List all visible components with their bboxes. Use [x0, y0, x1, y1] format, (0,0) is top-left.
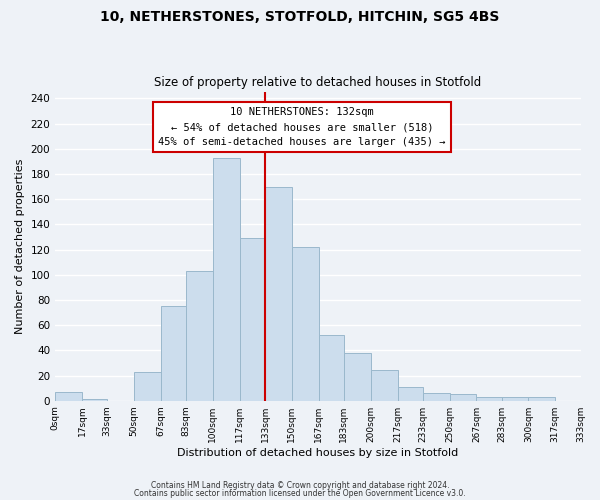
Bar — [344, 353, 371, 401]
Bar — [423, 393, 449, 400]
Bar — [449, 394, 476, 400]
Bar — [55, 392, 82, 400]
Bar — [371, 370, 398, 400]
Bar — [529, 397, 555, 400]
X-axis label: Distribution of detached houses by size in Stotfold: Distribution of detached houses by size … — [177, 448, 458, 458]
Bar — [213, 158, 240, 400]
Text: 10 NETHERSTONES: 132sqm
← 54% of detached houses are smaller (518)
45% of semi-d: 10 NETHERSTONES: 132sqm ← 54% of detache… — [158, 108, 446, 147]
Title: Size of property relative to detached houses in Stotfold: Size of property relative to detached ho… — [154, 76, 481, 90]
Text: 10, NETHERSTONES, STOTFOLD, HITCHIN, SG5 4BS: 10, NETHERSTONES, STOTFOLD, HITCHIN, SG5… — [100, 10, 500, 24]
Bar — [134, 372, 161, 400]
Text: Contains public sector information licensed under the Open Government Licence v3: Contains public sector information licen… — [134, 488, 466, 498]
Bar — [161, 306, 186, 400]
Bar — [240, 238, 265, 400]
Text: Contains HM Land Registry data © Crown copyright and database right 2024.: Contains HM Land Registry data © Crown c… — [151, 481, 449, 490]
Bar — [186, 271, 213, 400]
Bar — [476, 397, 502, 400]
Bar — [398, 387, 423, 400]
Bar — [319, 335, 344, 400]
Bar — [502, 397, 529, 400]
Bar — [265, 186, 292, 400]
Bar — [292, 247, 319, 400]
Y-axis label: Number of detached properties: Number of detached properties — [15, 158, 25, 334]
